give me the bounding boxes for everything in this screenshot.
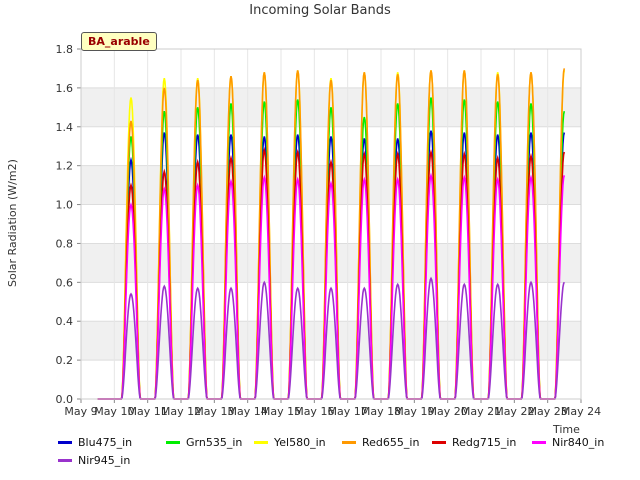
y-tick-label: 0.8 — [56, 237, 74, 250]
x-tick-label: May 23 — [528, 405, 568, 418]
x-tick-label: May 18 — [361, 405, 401, 418]
x-tick-label: May 11 — [128, 405, 168, 418]
legend-item-nir840_in: Nir840_in — [532, 436, 604, 449]
grid-bands — [81, 87, 581, 361]
y-tick-label: 1.4 — [56, 121, 74, 134]
legend-label: Grn535_in — [186, 436, 243, 449]
y-tick-label: 0.0 — [56, 393, 74, 406]
legend-label: Nir945_in — [78, 454, 131, 467]
legend-swatch — [532, 441, 546, 444]
grid-band — [81, 321, 581, 361]
x-tick-label: May 13 — [194, 405, 234, 418]
x-tick-label: May 15 — [261, 405, 301, 418]
legend-item-redg715_in: Redg715_in — [432, 436, 516, 449]
legend-swatch — [342, 441, 356, 444]
x-tick-label: May 10 — [94, 405, 134, 418]
x-tick-label: May 24 — [561, 405, 601, 418]
y-tick-label: 0.2 — [56, 354, 74, 367]
y-tick-label: 1.0 — [56, 199, 74, 212]
legend-swatch — [254, 441, 268, 444]
legend-swatch — [166, 441, 180, 444]
legend-item-yel580_in: Yel580_in — [254, 436, 326, 449]
x-axis-label: Time — [553, 423, 580, 436]
grid-band — [81, 243, 581, 283]
legend-label: Blu475_in — [78, 436, 133, 449]
legend-swatch — [432, 441, 446, 444]
x-tick-label: May 14 — [228, 405, 268, 418]
y-tick-label: 0.6 — [56, 276, 74, 289]
legend-label: Nir840_in — [552, 436, 605, 449]
x-tick-label: May 16 — [294, 405, 334, 418]
x-tick-label: May 20 — [428, 405, 468, 418]
legend-swatch — [58, 459, 72, 462]
legend-label: Red655_in — [362, 436, 420, 449]
gridlines — [80, 48, 582, 400]
legend-item-nir945_in: Nir945_in — [58, 454, 130, 467]
legend-label: Yel580_in — [274, 436, 326, 449]
legend-label: Redg715_in — [452, 436, 517, 449]
site-badge: BA_arable — [81, 32, 157, 51]
x-tick-label: May 22 — [494, 405, 534, 418]
chart-title: Incoming Solar Bands — [249, 3, 391, 18]
y-tick-label: 0.4 — [56, 315, 74, 328]
x-tick-label: May 21 — [461, 405, 501, 418]
x-tick-label: May 19 — [394, 405, 434, 418]
y-tick-label: 1.6 — [56, 82, 74, 95]
x-tick-label: May 12 — [161, 405, 201, 418]
legend-swatch — [58, 441, 72, 444]
legend-item-blu475_in: Blu475_in — [58, 436, 132, 449]
y-tick-label: 1.8 — [56, 43, 74, 56]
plot-frame — [80, 48, 582, 400]
x-tick-label: May 9 — [64, 405, 97, 418]
y-axis-label: Solar Radiation (W/m2) — [6, 159, 19, 287]
x-tick-label: May 17 — [328, 405, 368, 418]
legend-item-grn535_in: Grn535_in — [166, 436, 242, 449]
y-tick-label: 1.2 — [56, 160, 74, 173]
legend-item-red655_in: Red655_in — [342, 436, 419, 449]
